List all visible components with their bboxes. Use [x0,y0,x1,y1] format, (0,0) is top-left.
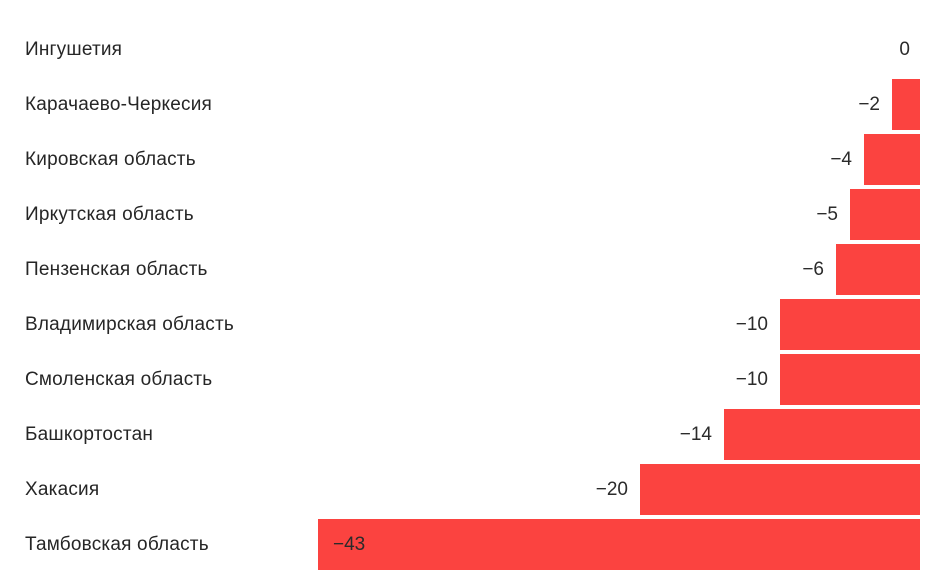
bar [724,409,920,460]
bar [780,299,920,350]
category-label: Пензенская область [25,258,208,280]
category-label: Иркутская область [25,203,194,225]
bar [850,189,920,240]
value-label: −6 [802,258,824,280]
value-label: −10 [735,368,768,390]
chart-body: Ингушетия 0 Карачаево-Черкесия −2 Кировская … [0,22,945,572]
bar: −43 [318,519,920,570]
category-label: Смоленская область [25,368,213,390]
value-label: −2 [858,93,880,115]
bar [864,134,920,185]
bar [836,244,920,295]
value-label: −4 [830,148,852,170]
category-label: Тамбовская область [25,533,209,555]
bar [780,354,920,405]
chart-row: Владимирская область −10 [0,297,945,352]
category-label: Владимирская область [25,313,234,335]
chart-row: Пензенская область −6 [0,242,945,297]
chart-row: Башкортостан −14 [0,407,945,462]
chart-row: Карачаево-Черкесия −2 [0,77,945,132]
category-label: Карачаево-Черкесия [25,93,213,115]
chart-row: Тамбовская область −43 [0,517,945,572]
value-label: −43 [333,533,366,555]
category-label: Ингушетия [25,38,123,60]
category-label: Кировская область [25,148,196,170]
chart-row: Кировская область −4 [0,132,945,187]
category-label: Башкортостан [25,423,154,445]
value-label: 0 [899,38,910,60]
bar [892,79,920,130]
chart-row: Смоленская область −10 [0,352,945,407]
chart-row: Иркутская область −5 [0,187,945,242]
value-label: −14 [679,423,712,445]
chart-row: Хакасия −20 [0,462,945,517]
value-label: −10 [735,313,768,335]
value-label: −20 [595,478,628,500]
chart-row: Ингушетия 0 [0,22,945,77]
value-label: −5 [816,203,838,225]
category-label: Хакасия [25,478,100,500]
bar [640,464,920,515]
